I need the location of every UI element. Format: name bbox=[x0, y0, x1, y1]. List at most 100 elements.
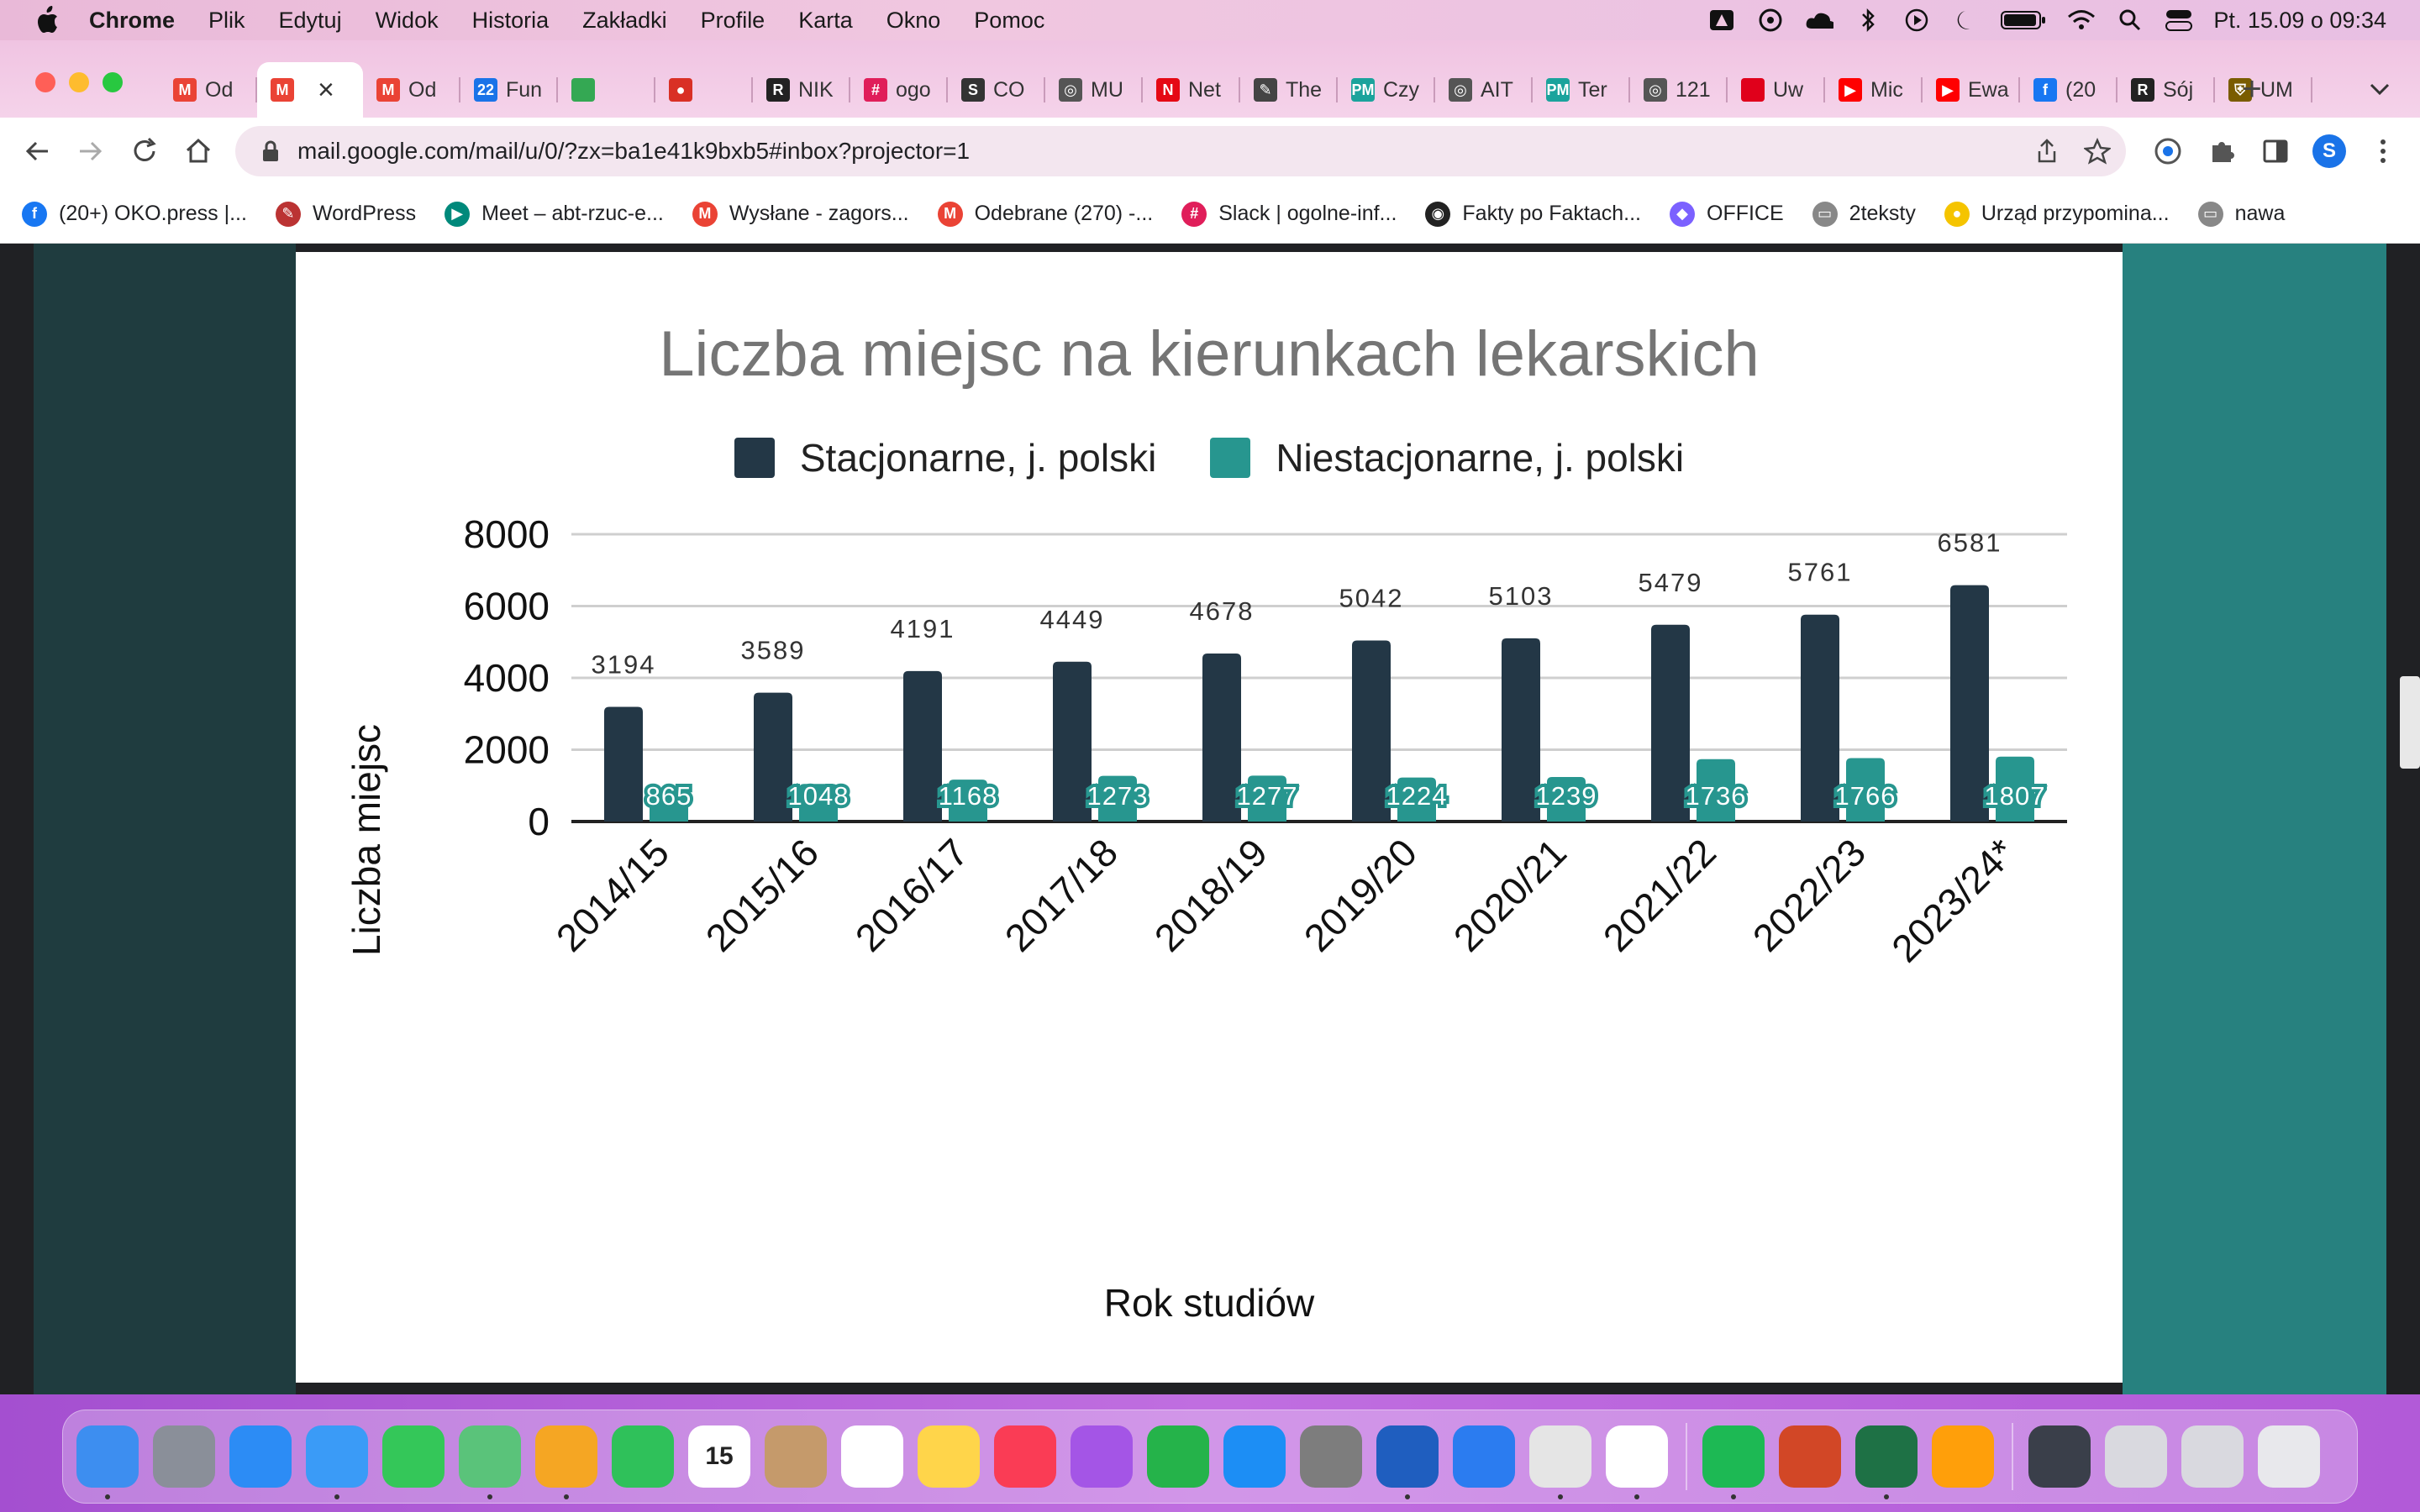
system-settings-icon[interactable] bbox=[1300, 1425, 1362, 1488]
chrome-icon[interactable] bbox=[1529, 1425, 1591, 1499]
tab[interactable]: R NIK bbox=[753, 62, 850, 118]
tab[interactable]: ◎ 121 bbox=[1630, 62, 1728, 118]
scrollbar-thumb[interactable] bbox=[2400, 676, 2420, 769]
menu-historia[interactable]: Historia bbox=[471, 7, 550, 33]
side-panel-icon[interactable] bbox=[2260, 136, 2291, 166]
tab[interactable]: PM Czy bbox=[1338, 62, 1435, 118]
bookmark-item[interactable]: # Slack | ogolne-inf... bbox=[1181, 201, 1397, 227]
spotify-icon[interactable] bbox=[1702, 1425, 1765, 1499]
new-tab-button[interactable]: + bbox=[2242, 71, 2262, 108]
more-menu-icon[interactable] bbox=[2368, 136, 2398, 166]
home-button[interactable] bbox=[182, 134, 215, 168]
menu-plik[interactable]: Plik bbox=[208, 7, 245, 33]
bookmark-item[interactable]: ▭ 2teksty bbox=[1812, 201, 1916, 227]
maps-icon[interactable] bbox=[459, 1425, 521, 1499]
tab[interactable] bbox=[558, 62, 655, 118]
menu-edytuj[interactable]: Edytuj bbox=[278, 7, 342, 33]
powerpoint-icon[interactable] bbox=[1779, 1425, 1841, 1488]
address-bar[interactable]: mail.google.com/mail/u/0/?zx=ba1e41k9bxb… bbox=[235, 126, 2126, 176]
menu-zakladki[interactable]: Zakładki bbox=[582, 7, 667, 33]
tab[interactable]: f (20 bbox=[2020, 62, 2118, 118]
menu-widok[interactable]: Widok bbox=[375, 7, 439, 33]
menu-chrome[interactable]: Chrome bbox=[89, 7, 176, 33]
launchpad-icon[interactable] bbox=[153, 1425, 215, 1488]
tab[interactable]: PM Ter bbox=[1533, 62, 1630, 118]
tab[interactable]: ▶ Ewa bbox=[1923, 62, 2020, 118]
zoom-window-button[interactable] bbox=[103, 72, 123, 92]
screenshot-stack-icon[interactable] bbox=[2181, 1425, 2244, 1488]
cloud-icon[interactable] bbox=[1805, 8, 1834, 33]
extensions-puzzle-icon[interactable] bbox=[2207, 136, 2237, 166]
menu-pomoc[interactable]: Pomoc bbox=[974, 7, 1045, 33]
share-icon[interactable] bbox=[2033, 138, 2060, 165]
document-thumbnail-icon[interactable] bbox=[2028, 1425, 2091, 1488]
notes-icon[interactable] bbox=[918, 1425, 980, 1488]
music-icon[interactable] bbox=[994, 1425, 1056, 1488]
tab[interactable]: ◎ AIT bbox=[1435, 62, 1533, 118]
books-icon[interactable] bbox=[1932, 1425, 1994, 1488]
lock-icon[interactable] bbox=[259, 139, 282, 163]
tab[interactable]: Uw bbox=[1728, 62, 1825, 118]
tab[interactable]: N Net bbox=[1143, 62, 1240, 118]
app-store-icon[interactable] bbox=[1223, 1425, 1286, 1488]
vpn-status-icon[interactable] bbox=[1756, 8, 1785, 33]
contacts-icon[interactable] bbox=[765, 1425, 827, 1488]
tab[interactable]: M Od bbox=[160, 62, 257, 118]
apple-menu-icon[interactable] bbox=[30, 6, 64, 34]
bookmark-item[interactable]: ● Urząd przypomina... bbox=[1944, 201, 2170, 227]
messages-icon[interactable] bbox=[382, 1425, 445, 1488]
clock[interactable]: Pt. 15.09 o 09:34 bbox=[2213, 7, 2386, 33]
forward-button[interactable] bbox=[74, 134, 108, 168]
bookmark-star-icon[interactable] bbox=[2082, 137, 2112, 165]
word-icon[interactable] bbox=[1376, 1425, 1439, 1499]
battery-icon[interactable] bbox=[2000, 8, 2047, 33]
mail-icon[interactable] bbox=[306, 1425, 368, 1499]
tab[interactable]: ● bbox=[655, 62, 753, 118]
slack-icon[interactable] bbox=[1606, 1425, 1668, 1499]
bluetooth-icon[interactable] bbox=[1854, 8, 1882, 33]
numbers-icon[interactable] bbox=[1147, 1425, 1209, 1488]
tab[interactable]: ◎ MU bbox=[1045, 62, 1143, 118]
bookmark-item[interactable]: ◉ Fakty po Faktach... bbox=[1425, 201, 1641, 227]
bookmark-item[interactable]: ✎ WordPress bbox=[275, 201, 416, 227]
podcasts-icon[interactable] bbox=[1071, 1425, 1133, 1488]
calendar-icon[interactable]: 15 bbox=[688, 1425, 750, 1488]
trash-icon[interactable] bbox=[2258, 1425, 2320, 1488]
bookmark-item[interactable]: ▭ nawa bbox=[2197, 201, 2285, 227]
tab-close-icon[interactable]: × bbox=[318, 73, 334, 106]
spotlight-search-icon[interactable] bbox=[2116, 8, 2144, 33]
focus-moon-icon[interactable] bbox=[1951, 8, 1980, 33]
wifi-icon[interactable] bbox=[2067, 8, 2096, 33]
tab[interactable]: S CO bbox=[948, 62, 1045, 118]
media-play-icon[interactable] bbox=[1902, 8, 1931, 33]
facetime-icon[interactable] bbox=[612, 1425, 674, 1488]
bookmark-item[interactable]: ▶ Meet – abt-rzuc-e... bbox=[445, 201, 664, 227]
bookmark-item[interactable]: f (20+) OKO.press |... bbox=[22, 201, 247, 227]
bookmark-item[interactable]: ◆ OFFICE bbox=[1670, 201, 1784, 227]
close-window-button[interactable] bbox=[35, 72, 55, 92]
tab[interactable]: ⛨ UM bbox=[2215, 62, 2312, 118]
tab[interactable]: R Sój bbox=[2118, 62, 2215, 118]
drive-icon[interactable] bbox=[1707, 8, 1736, 33]
extension-vpn-icon[interactable] bbox=[2153, 136, 2183, 166]
profile-avatar[interactable]: S bbox=[2312, 134, 2346, 168]
finder-icon[interactable] bbox=[76, 1425, 139, 1499]
downloads-stack-icon[interactable] bbox=[2105, 1425, 2167, 1488]
keynote-icon[interactable] bbox=[1453, 1425, 1515, 1488]
tab[interactable]: M Od bbox=[363, 62, 460, 118]
reminders-icon[interactable] bbox=[841, 1425, 903, 1488]
excel-icon[interactable] bbox=[1855, 1425, 1918, 1499]
tab[interactable]: ✎ The bbox=[1240, 62, 1338, 118]
reload-button[interactable] bbox=[128, 134, 161, 168]
url-text[interactable]: mail.google.com/mail/u/0/?zx=ba1e41k9bxb… bbox=[297, 138, 971, 164]
bookmark-item[interactable]: M Wysłane - zagors... bbox=[692, 201, 909, 227]
tab-search-chevron-icon[interactable] bbox=[2365, 74, 2395, 104]
back-button[interactable] bbox=[20, 134, 54, 168]
photos-icon[interactable] bbox=[535, 1425, 597, 1499]
tab[interactable]: 22 Fun bbox=[460, 62, 558, 118]
tab[interactable]: ▶ Mic bbox=[1825, 62, 1923, 118]
tab-active[interactable]: M × bbox=[257, 62, 363, 118]
safari-icon[interactable] bbox=[229, 1425, 292, 1488]
minimize-window-button[interactable] bbox=[69, 72, 89, 92]
bookmark-item[interactable]: M Odebrane (270) -... bbox=[937, 201, 1153, 227]
